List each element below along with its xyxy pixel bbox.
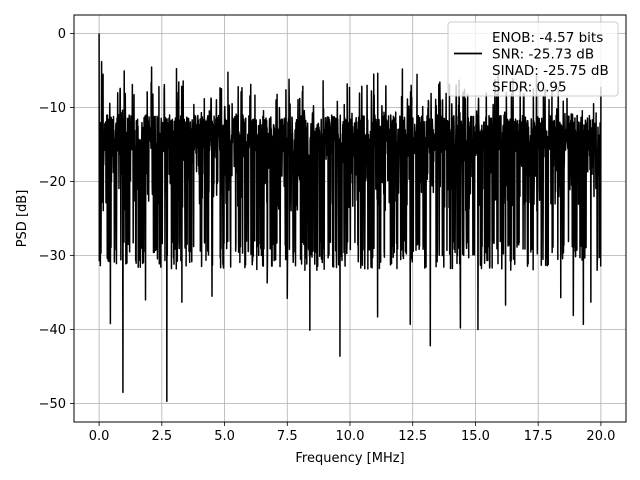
y-tick-label: −50 (39, 397, 66, 412)
y-tick-label: −10 (39, 101, 66, 116)
legend-entry: ENOB: -4.57 bits (492, 30, 603, 46)
y-tick-label: 0 (58, 27, 66, 42)
x-tick-label: 0.0 (89, 429, 110, 444)
x-axis-ticks: 0.0 2.5 5.0 7.5 10.0 12.5 15.0 17.5 20.0 (89, 422, 615, 444)
y-tick-label: −30 (39, 249, 66, 264)
x-tick-label: 10.0 (336, 429, 365, 444)
y-axis-ticks: 0 −10 −20 −30 −40 −50 (39, 27, 74, 412)
legend-box (447, 21, 619, 97)
x-tick-label: 2.5 (151, 429, 172, 444)
y-tick-label: −20 (39, 175, 66, 190)
x-tick-label: 7.5 (277, 429, 298, 444)
psd-series-line (98, 33, 602, 403)
x-tick-label: 20.0 (586, 429, 615, 444)
legend-entry: SINAD: -25.75 dB (492, 63, 609, 79)
plot-area (98, 33, 602, 403)
x-axis-label: Frequency [MHz] (295, 451, 404, 466)
x-tick-label: 5.0 (214, 429, 235, 444)
x-tick-label: 15.0 (461, 429, 490, 444)
y-axis-label: PSD [dB] (15, 190, 30, 248)
y-tick-label: −40 (39, 323, 66, 338)
legend-entry: SFDR: 0.95 (492, 80, 567, 96)
x-tick-label: 12.5 (398, 429, 427, 444)
legend-entry: SNR: -25.73 dB (492, 47, 594, 63)
x-tick-label: 17.5 (524, 429, 553, 444)
